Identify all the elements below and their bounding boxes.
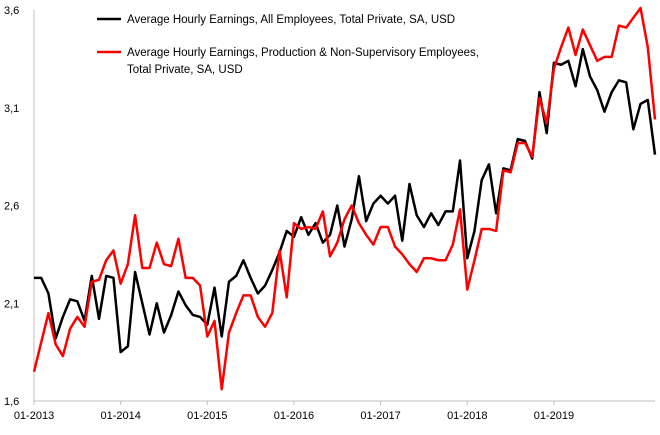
y-tick-labels: 1,6 2,1 2,6 3,1 3,6 [4, 5, 19, 408]
x-tick-label: 01-2018 [447, 410, 487, 422]
legend-label-production-line-1: Average Hourly Earnings, Production & No… [127, 47, 479, 59]
y-tick-label: 2,1 [4, 298, 19, 310]
legend: Average Hourly Earnings, All Employees, … [97, 14, 482, 76]
x-tick-label: 01-2014 [100, 410, 140, 422]
x-tick-labels: 01-2013 01-2014 01-2015 01-2016 01-2017 01-20… [14, 401, 574, 422]
y-tick-label: 1,6 [4, 396, 19, 408]
y-tick-label: 2,6 [4, 201, 19, 213]
legend-label-production-line-2: Total Private, SA, USD [127, 64, 243, 76]
y-tick-label: 3,1 [4, 103, 19, 115]
x-tick-label: 01-2016 [274, 410, 314, 422]
legend-label-all-employees: Average Hourly Earnings, All Employees, … [127, 14, 455, 26]
x-tick-label: 01-2013 [14, 410, 54, 422]
legend-label-production-employees: Average Hourly Earnings, Production & No… [127, 47, 482, 76]
x-tick-label: 01-2017 [360, 410, 400, 422]
axes [33, 10, 655, 402]
y-tick-label: 3,6 [4, 5, 19, 17]
series-lines [32, 6, 657, 391]
series-line-production-employees [32, 6, 657, 391]
series-line-all-employees [34, 47, 657, 354]
x-tick-label: 01-2019 [534, 410, 574, 422]
x-tick-label: 01-2015 [187, 410, 227, 422]
